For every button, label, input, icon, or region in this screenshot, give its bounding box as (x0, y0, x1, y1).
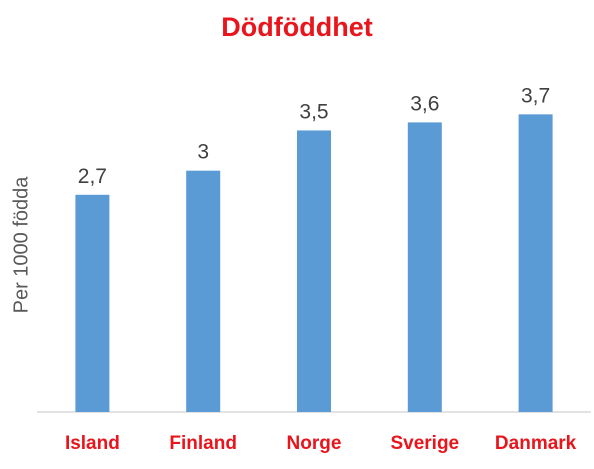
x-tick-label: Norge (287, 433, 342, 454)
data-label: 3,7 (521, 84, 550, 107)
data-label: 3,6 (410, 92, 439, 115)
x-tick-label: Finland (169, 433, 237, 454)
bar-finland (186, 170, 221, 412)
bar-danmark (518, 114, 553, 412)
data-label: 3,5 (299, 100, 328, 123)
bar-island (75, 194, 110, 412)
x-tick-label: Danmark (495, 433, 577, 454)
bar-norge (297, 130, 331, 412)
x-tick-label: Sverige (390, 433, 459, 454)
data-label: 2,7 (78, 165, 107, 188)
bar-sverige (407, 122, 442, 413)
chart-title: Dödföddhet (221, 12, 373, 42)
data-label: 3 (197, 141, 209, 164)
x-tick-label: Island (65, 433, 120, 454)
